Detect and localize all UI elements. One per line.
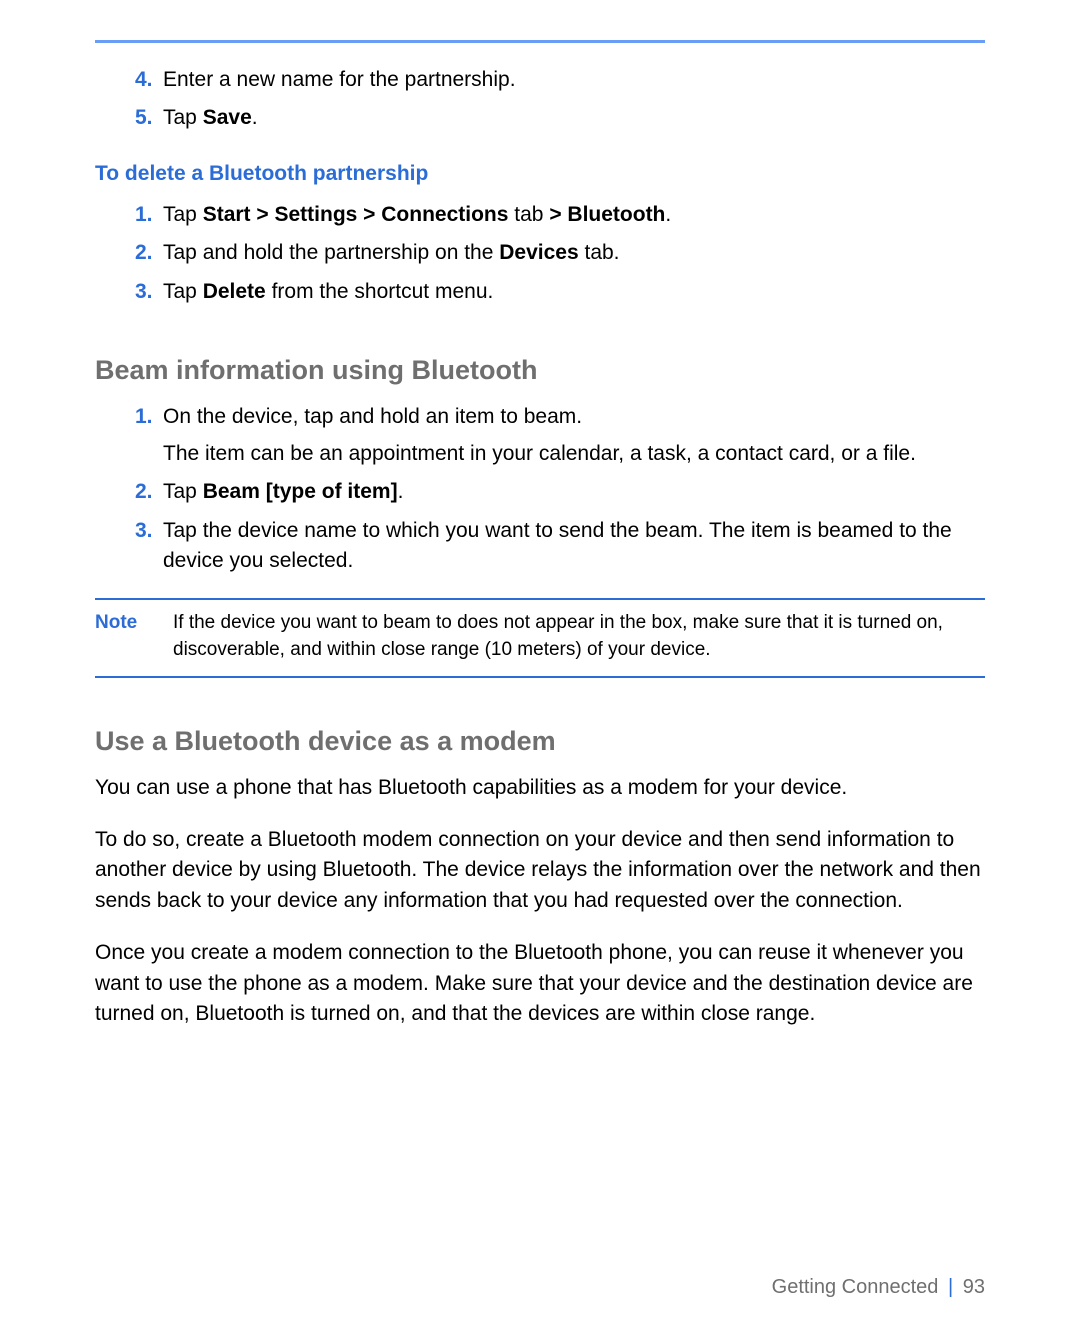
list-item: 1. On the device, tap and hold an item t…: [135, 402, 985, 469]
list-item: 4. Enter a new name for the partnership.: [135, 65, 985, 95]
list-text: Tap Delete from the shortcut menu.: [163, 277, 985, 307]
list-number: 2.: [135, 238, 163, 268]
section-heading: Use a Bluetooth device as a modem: [95, 726, 985, 757]
list-text: Tap Save.: [163, 103, 985, 133]
body-paragraph: To do so, create a Bluetooth modem conne…: [95, 825, 985, 916]
list-subtext: The item can be an appointment in your c…: [163, 439, 985, 469]
list-text: Tap Start > Settings > Connections tab >…: [163, 200, 985, 230]
list-text: On the device, tap and hold an item to b…: [163, 402, 985, 469]
note-block: Note If the device you want to beam to d…: [95, 598, 985, 677]
list-text: Tap the device name to which you want to…: [163, 516, 985, 577]
subsection-heading: To delete a Bluetooth partnership: [95, 162, 985, 186]
note-body: If the device you want to beam to does n…: [173, 610, 985, 663]
list-number: 2.: [135, 477, 163, 507]
list-item: 2. Tap Beam [type of item].: [135, 477, 985, 507]
section-heading: Beam information using Bluetooth: [95, 355, 985, 386]
page-footer: Getting Connected | 93: [772, 1276, 985, 1299]
list-item: 3. Tap the device name to which you want…: [135, 516, 985, 577]
body-paragraph: You can use a phone that has Bluetooth c…: [95, 773, 985, 803]
body-paragraph: Once you create a modem connection to th…: [95, 938, 985, 1029]
footer-page-number: 93: [963, 1276, 985, 1298]
list-number: 3.: [135, 516, 163, 577]
list-item: 1. Tap Start > Settings > Connections ta…: [135, 200, 985, 230]
manual-page: 4. Enter a new name for the partnership.…: [0, 0, 1080, 1327]
list-text: Tap Beam [type of item].: [163, 477, 985, 507]
list-item: 2. Tap and hold the partnership on the D…: [135, 238, 985, 268]
list-number: 1.: [135, 402, 163, 469]
note-label: Note: [95, 610, 173, 663]
list-item: 5. Tap Save.: [135, 103, 985, 133]
top-rule: [95, 40, 985, 43]
list-number: 1.: [135, 200, 163, 230]
list-text: Enter a new name for the partnership.: [163, 65, 985, 95]
list-number: 3.: [135, 277, 163, 307]
footer-separator: |: [948, 1276, 953, 1298]
list-text: Tap and hold the partnership on the Devi…: [163, 238, 985, 268]
list-item: 3. Tap Delete from the shortcut menu.: [135, 277, 985, 307]
footer-section: Getting Connected: [772, 1276, 939, 1298]
list-number: 4.: [135, 65, 163, 95]
list-number: 5.: [135, 103, 163, 133]
